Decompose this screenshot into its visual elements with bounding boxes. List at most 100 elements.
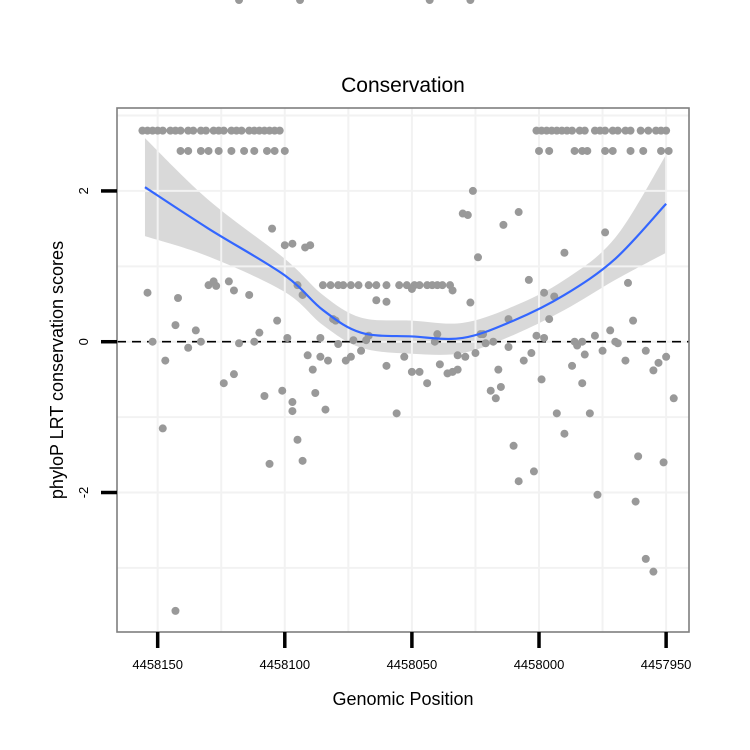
- data-point: [288, 407, 297, 416]
- data-point: [372, 281, 381, 290]
- data-point: [524, 275, 533, 284]
- data-points: [138, 0, 678, 615]
- data-point: [407, 367, 416, 376]
- data-point: [349, 336, 358, 345]
- data-point: [364, 281, 373, 290]
- data-point: [664, 146, 673, 155]
- data-point: [161, 356, 170, 365]
- data-point: [235, 0, 244, 4]
- data-point: [611, 337, 620, 346]
- data-point: [585, 409, 594, 418]
- x-tick-label: 4458000: [514, 657, 565, 672]
- data-point: [590, 331, 599, 340]
- data-point: [357, 346, 366, 355]
- data-point: [550, 292, 559, 301]
- data-point: [184, 146, 193, 155]
- data-point: [346, 352, 355, 361]
- data-point: [229, 370, 238, 379]
- data-point: [321, 405, 330, 414]
- data-point: [598, 346, 607, 355]
- data-point: [158, 126, 167, 135]
- data-point: [283, 333, 292, 342]
- data-point: [354, 281, 363, 290]
- data-point: [346, 281, 355, 290]
- data-point: [240, 146, 249, 155]
- data-point: [298, 456, 307, 465]
- data-point: [570, 337, 579, 346]
- data-point: [631, 497, 640, 506]
- data-point: [316, 352, 325, 361]
- data-point: [250, 337, 259, 346]
- data-point: [626, 126, 635, 135]
- data-point: [636, 126, 645, 135]
- data-point: [318, 281, 327, 290]
- data-point: [662, 126, 671, 135]
- data-point: [171, 606, 180, 615]
- data-point: [481, 339, 490, 348]
- panel-border: [116, 107, 690, 633]
- data-point: [191, 326, 200, 335]
- data-point: [143, 288, 152, 297]
- data-point: [148, 337, 157, 346]
- axes: 4458150 4458100 4458050 4458000 4457950 -2 0 2: [76, 187, 691, 672]
- data-point: [641, 554, 650, 563]
- data-point: [423, 379, 432, 388]
- data-point: [532, 331, 541, 340]
- data-point: [453, 365, 462, 374]
- data-point: [649, 567, 658, 576]
- data-point: [489, 337, 498, 346]
- data-point: [219, 379, 228, 388]
- data-point: [278, 386, 287, 395]
- data-point: [184, 343, 193, 352]
- data-point: [519, 356, 528, 365]
- data-point: [580, 350, 589, 359]
- data-point: [395, 281, 404, 290]
- data-point: [382, 297, 391, 306]
- data-point: [621, 356, 630, 365]
- data-point: [552, 409, 561, 418]
- data-point: [466, 0, 475, 4]
- data-point: [303, 351, 312, 360]
- confidence-band-layer: [144, 138, 667, 355]
- data-point: [288, 398, 297, 407]
- data-point: [608, 146, 617, 155]
- data-point: [623, 278, 632, 287]
- data-point: [362, 336, 371, 345]
- data-point: [288, 239, 297, 248]
- data-point: [448, 286, 457, 295]
- data-point: [545, 146, 554, 155]
- data-point: [606, 326, 615, 335]
- x-tick-label: 4457950: [641, 657, 692, 672]
- data-point: [219, 126, 228, 135]
- data-point: [499, 220, 508, 229]
- data-point: [504, 343, 513, 352]
- data-point: [201, 126, 210, 135]
- data-point: [634, 452, 643, 461]
- data-point: [461, 352, 470, 361]
- data-point: [227, 146, 236, 155]
- data-point: [433, 330, 442, 339]
- data-point: [568, 361, 577, 370]
- data-point: [535, 146, 544, 155]
- data-point: [260, 392, 269, 401]
- chart-title: Conservation: [341, 74, 465, 97]
- data-point: [639, 146, 648, 155]
- data-point: [171, 321, 180, 330]
- data-point: [657, 146, 666, 155]
- data-point: [265, 459, 274, 468]
- data-point: [196, 146, 205, 155]
- data-point: [229, 286, 238, 295]
- data-point: [407, 284, 416, 293]
- y-tick-label: -2: [76, 487, 91, 499]
- data-point: [306, 241, 315, 250]
- data-point: [196, 337, 205, 346]
- data-point: [415, 281, 424, 290]
- data-point: [280, 241, 289, 250]
- data-point: [308, 365, 317, 374]
- data-point: [224, 277, 233, 286]
- data-point: [176, 126, 185, 135]
- data-point: [324, 356, 333, 365]
- data-point: [473, 253, 482, 262]
- data-point: [641, 346, 650, 355]
